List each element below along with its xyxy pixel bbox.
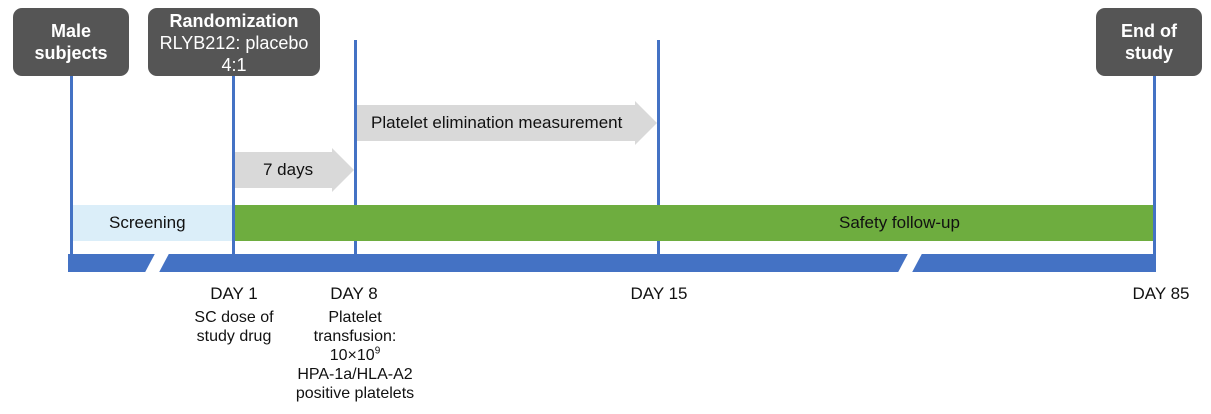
- seven-days-label: 7 days: [263, 160, 314, 179]
- end-of-study-line1: End of: [1121, 21, 1177, 41]
- day85-line: [1153, 76, 1156, 254]
- day8-note-line2: transfusion:: [313, 328, 397, 345]
- day1-line: [232, 76, 235, 254]
- day8-note-line4: HPA-1a/HLA-A2: [297, 366, 413, 383]
- day8-note-line5: positive platelets: [295, 385, 415, 402]
- day8-dose-exponent: 9: [374, 345, 381, 357]
- platelet-elimination-arrow: Platelet elimination measurement: [357, 101, 657, 145]
- screening-bar: Screening: [73, 205, 232, 241]
- day85-label: DAY 85: [1132, 284, 1190, 303]
- platelet-elimination-label: Platelet elimination measurement: [371, 113, 623, 132]
- day8-dose-base: 10×10: [329, 347, 375, 364]
- day8-note-line1: Platelet: [328, 309, 382, 326]
- day1-label: DAY 1: [210, 284, 258, 303]
- screening-label: Screening: [109, 213, 186, 232]
- randomization-box: Randomization RLYB212: placebo 4:1: [148, 8, 320, 76]
- randomization-ratio-label: RLYB212: placebo: [159, 33, 309, 53]
- male-subjects-line: [70, 76, 73, 254]
- day15-label: DAY 15: [630, 284, 688, 303]
- safety-follow-up-bar: Safety follow-up: [235, 205, 1153, 241]
- male-subjects-box: Male subjects: [13, 8, 129, 76]
- day1-note-line2: study drug: [196, 328, 272, 345]
- day8-note-dose: 10×109: [284, 346, 426, 365]
- day15-line: [657, 40, 660, 254]
- randomization-title: Randomization: [169, 11, 299, 31]
- safety-follow-up-label: Safety follow-up: [839, 213, 960, 232]
- day1-note: SC dose of study drug: [172, 308, 296, 346]
- end-of-study-box: End of study: [1096, 8, 1202, 76]
- male-subjects-line2: subjects: [34, 43, 108, 63]
- male-subjects-line1: Male: [50, 21, 92, 41]
- seven-days-arrow: 7 days: [235, 148, 354, 192]
- day8-line: [354, 40, 357, 254]
- randomization-ratio-value: 4:1: [221, 55, 247, 75]
- end-of-study-line2: study: [1124, 43, 1173, 63]
- day8-note: Platelet transfusion: 10×109 HPA-1a/HLA-…: [284, 308, 426, 403]
- day1-note-line1: SC dose of: [194, 309, 274, 326]
- timeline-axis: [68, 254, 1156, 272]
- day8-label: DAY 8: [330, 284, 378, 303]
